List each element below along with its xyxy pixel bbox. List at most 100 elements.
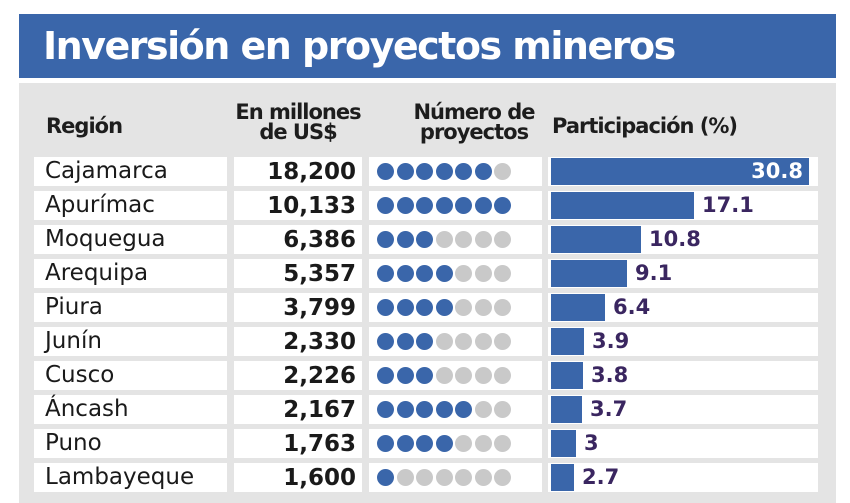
share-label: 3 (584, 431, 599, 455)
project-dot-filled (474, 197, 492, 214)
project-dots (377, 163, 511, 180)
share-label: 3.8 (591, 363, 629, 387)
share-bar (551, 192, 694, 219)
project-dot-empty (494, 333, 511, 350)
table-row: Áncash 2,167 3.7 (19, 392, 836, 426)
project-dots (377, 333, 511, 350)
project-dot-empty (416, 469, 433, 486)
project-dot-empty (494, 435, 511, 452)
investment-cell: 2,330 (234, 327, 362, 356)
region-label: Apurímac (45, 192, 155, 218)
project-dot-filled (435, 401, 453, 418)
share-bar (551, 396, 582, 423)
investment-value: 1,763 (283, 431, 356, 457)
project-dot-filled (377, 401, 394, 418)
share-cell: 10.8 (548, 225, 818, 254)
project-dot-empty (474, 265, 492, 282)
share-bar (551, 328, 584, 355)
projects-cell (369, 157, 542, 186)
projects-cell (369, 463, 542, 492)
share-cell: 30.8 (548, 157, 818, 186)
project-dot-filled (396, 231, 414, 248)
investment-cell: 2,167 (234, 395, 362, 424)
project-dot-empty (396, 469, 414, 486)
header-projects-line-1: Número de (413, 100, 535, 124)
table-row: Puno 1,763 3 (19, 426, 836, 460)
region-cell: Moquegua (34, 225, 227, 254)
project-dot-empty (494, 163, 511, 180)
project-dot-filled (377, 333, 394, 350)
projects-cell (369, 191, 542, 220)
region-cell: Cusco (34, 361, 227, 390)
project-dot-filled (377, 163, 394, 180)
project-dot-filled (416, 435, 433, 452)
table-row: Cusco 2,226 3.8 (19, 358, 836, 392)
project-dot-filled (416, 401, 433, 418)
share-label: 17.1 (702, 193, 754, 217)
project-dot-filled (435, 299, 453, 316)
share-label: 2.7 (582, 465, 620, 489)
investment-cell: 5,357 (234, 259, 362, 288)
region-label: Cusco (45, 362, 115, 388)
region-cell: Puno (34, 429, 227, 458)
project-dot-filled (416, 265, 433, 282)
project-dot-filled (416, 299, 433, 316)
project-dot-filled (494, 197, 511, 214)
project-dot-filled (455, 401, 472, 418)
header-projects: Número de proyectos (389, 100, 559, 143)
project-dot-empty (474, 401, 492, 418)
project-dot-empty (455, 469, 472, 486)
project-dot-filled (377, 197, 394, 214)
header-investment-line-1: En millones (235, 100, 361, 124)
investment-value: 6,386 (283, 227, 356, 253)
project-dot-empty (474, 299, 492, 316)
project-dot-filled (377, 265, 394, 282)
projects-cell (369, 327, 542, 356)
region-label: Áncash (45, 396, 129, 422)
project-dots (377, 367, 511, 384)
header-investment: En millones de US$ (233, 100, 363, 144)
header-share: Participación (%) (552, 114, 738, 138)
share-cell: 3.7 (548, 395, 818, 424)
project-dot-empty (494, 299, 511, 316)
project-dot-filled (416, 367, 433, 384)
project-dot-filled (377, 469, 394, 486)
header-investment-line-2: de US$ (259, 120, 337, 144)
project-dot-empty (435, 231, 453, 248)
project-dot-filled (377, 299, 394, 316)
chart-title: Inversión en proyectos mineros (43, 24, 676, 68)
region-label: Junín (45, 328, 102, 354)
title-bar: Inversión en proyectos mineros (19, 14, 836, 78)
project-dot-empty (435, 469, 453, 486)
region-cell: Cajamarca (34, 157, 227, 186)
table-row: Apurímac 10,133 17.1 (19, 188, 836, 222)
investment-cell: 1,600 (234, 463, 362, 492)
investment-value: 5,357 (283, 261, 356, 287)
table-row: Moquegua 6,386 10.8 (19, 222, 836, 256)
projects-cell (369, 225, 542, 254)
share-label: 3.9 (592, 329, 630, 353)
project-dots (377, 265, 511, 282)
table-row: Lambayeque 1,600 2.7 (19, 460, 836, 494)
share-cell: 3.9 (548, 327, 818, 356)
project-dot-empty (494, 231, 511, 248)
project-dot-filled (435, 265, 453, 282)
project-dots (377, 435, 511, 452)
project-dot-filled (474, 163, 492, 180)
table-row: Piura 3,799 6.4 (19, 290, 836, 324)
investment-value: 2,226 (283, 363, 356, 389)
projects-cell (369, 293, 542, 322)
project-dots (377, 231, 511, 248)
project-dot-empty (494, 401, 511, 418)
project-dot-empty (494, 469, 511, 486)
investment-value: 3,799 (283, 295, 356, 321)
table-panel: Región En millones de US$ Número de proy… (19, 83, 836, 503)
share-label: 10.8 (649, 227, 701, 251)
project-dot-empty (455, 299, 472, 316)
project-dot-filled (396, 333, 414, 350)
project-dot-empty (494, 265, 511, 282)
region-cell: Áncash (34, 395, 227, 424)
project-dot-filled (435, 435, 453, 452)
region-label: Lambayeque (45, 464, 195, 490)
projects-cell (369, 259, 542, 288)
